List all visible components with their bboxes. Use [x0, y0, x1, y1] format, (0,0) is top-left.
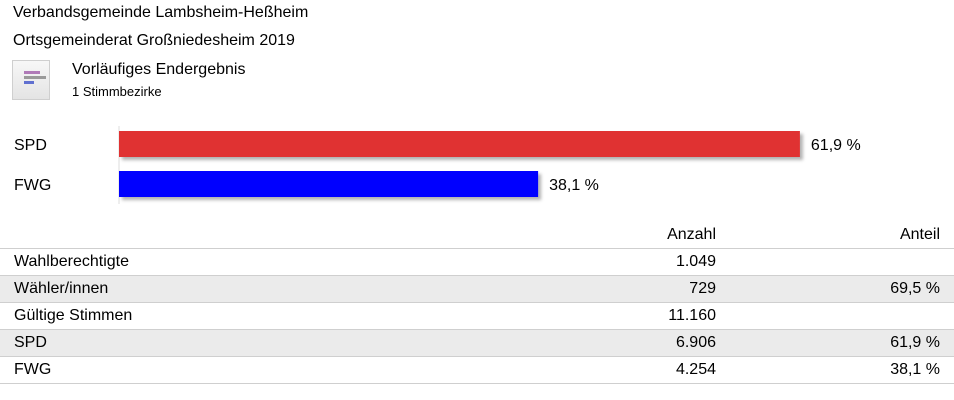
bar-fwg: [119, 171, 539, 197]
bar-spd: [119, 131, 800, 157]
row-label: Wahlberechtigte: [0, 248, 464, 276]
row-count: 729: [464, 275, 716, 303]
district-count: 1 Stimmbezirke: [72, 84, 162, 99]
row-count: 4.254: [464, 356, 716, 384]
header-share: Anteil: [716, 222, 954, 249]
row-label: Gültige Stimmen: [0, 302, 464, 330]
table-row: FWG 4.254 38,1 %: [0, 356, 954, 384]
row-share: 61,9 %: [716, 329, 954, 357]
table-row: Wähler/innen 729 69,5 %: [0, 275, 954, 303]
row-count: 1.049: [464, 248, 716, 276]
row-share: 69,5 %: [716, 275, 954, 303]
party-bar-chart: SPD 61,9 % FWG 38,1 %: [14, 126, 861, 204]
row-count: 11.160: [464, 302, 716, 330]
header-label: [0, 222, 464, 249]
row-share: 38,1 %: [716, 356, 954, 384]
row-share: [716, 248, 954, 276]
row-count: 6.906: [464, 329, 716, 357]
table-header-row: Anzahl Anteil: [0, 222, 954, 249]
table-row: SPD 6.906 61,9 %: [0, 329, 954, 357]
election-title: Ortsgemeinderat Großniedesheim 2019: [13, 32, 295, 49]
table-row: Gültige Stimmen 11.160: [0, 302, 954, 330]
bar-category-label: FWG: [14, 177, 51, 194]
bar-category-label: SPD: [14, 137, 47, 154]
results-table: Anzahl Anteil Wahlberechtigte 1.049 Wähl…: [0, 222, 954, 384]
row-share: [716, 302, 954, 330]
row-label: Wähler/innen: [0, 275, 464, 303]
result-status: Vorläufiges Endergebnis: [72, 61, 246, 78]
region-title: Verbandsgemeinde Lambsheim-Heßheim: [13, 4, 309, 21]
bar-value-label: 38,1 %: [549, 177, 599, 194]
row-label: FWG: [0, 356, 464, 384]
table-row: Wahlberechtigte 1.049: [0, 248, 954, 276]
row-label: SPD: [0, 329, 464, 357]
bar-chart-icon[interactable]: [12, 60, 50, 100]
bar-value-label: 61,9 %: [811, 137, 861, 154]
header-count: Anzahl: [464, 222, 716, 249]
